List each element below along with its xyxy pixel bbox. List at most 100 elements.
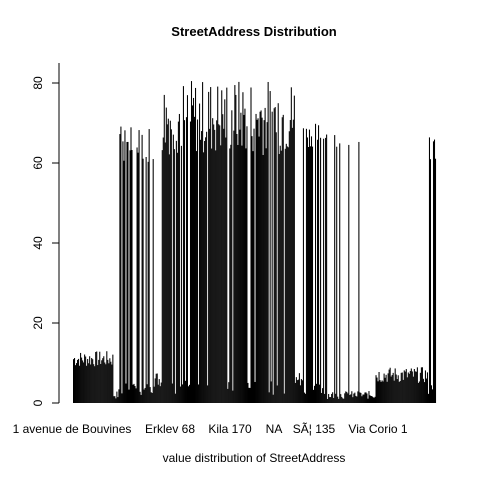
bar: [410, 368, 412, 403]
bar: [340, 394, 342, 403]
bar: [216, 120, 218, 403]
bar: [101, 360, 103, 403]
chart-title: StreetAddress Distribution: [171, 24, 336, 39]
bar: [349, 394, 351, 403]
bar: [81, 357, 83, 403]
bar: [418, 381, 420, 403]
x-tick-label: 1 avenue de Bouvines: [13, 422, 132, 436]
bar: [92, 359, 94, 403]
bar: [303, 392, 305, 403]
bar: [112, 354, 114, 403]
bar: [281, 117, 283, 403]
bar: [142, 158, 144, 403]
bar: [78, 358, 80, 403]
bar: [147, 161, 149, 403]
bar: [119, 134, 121, 403]
bar: [261, 117, 263, 403]
bar-series: [73, 81, 437, 404]
bar: [256, 119, 258, 403]
bar: [174, 393, 176, 403]
bar: [143, 389, 145, 403]
bar: [283, 393, 285, 403]
bar: [371, 396, 373, 403]
bar: [90, 364, 92, 403]
bar: [275, 132, 277, 404]
bar: [353, 393, 355, 403]
x-tick-label: Erklev 68: [145, 422, 195, 436]
bar: [265, 148, 267, 403]
bar: [338, 398, 340, 403]
bar: [133, 383, 135, 403]
bar: [210, 87, 212, 404]
bar: [126, 141, 128, 403]
bar: [231, 110, 233, 403]
bar: [240, 112, 242, 404]
bar: [320, 137, 322, 404]
bar: [426, 372, 428, 403]
bar: [95, 351, 97, 403]
bar: [82, 360, 84, 403]
bar: [154, 378, 156, 403]
bar: [268, 392, 270, 403]
bar: [411, 371, 413, 403]
bar: [345, 391, 347, 403]
bar: [322, 388, 324, 403]
x-tick-label: Kila 170: [208, 422, 252, 436]
bar: [157, 384, 159, 403]
bar: [300, 379, 302, 403]
bar: [156, 373, 158, 403]
bar: [110, 361, 112, 403]
bar: [387, 373, 389, 403]
bar: [105, 364, 107, 403]
bar: [197, 119, 199, 403]
bar: [91, 358, 93, 403]
bar: [103, 356, 105, 403]
bar: [402, 379, 404, 403]
bar: [254, 381, 256, 403]
bar: [158, 379, 160, 403]
bar: [124, 130, 126, 403]
bar: [73, 359, 75, 403]
bar: [313, 385, 316, 403]
bar: [312, 389, 315, 403]
bar: [188, 384, 191, 403]
bar: [164, 142, 166, 404]
bar: [342, 398, 344, 403]
bar: [413, 369, 415, 403]
bar: [433, 139, 436, 404]
bar: [184, 380, 186, 403]
bar: [428, 137, 430, 403]
bar: [406, 377, 408, 403]
bar: [350, 394, 352, 403]
bar: [218, 124, 220, 403]
bar: [333, 397, 335, 403]
bar: [308, 129, 311, 403]
bar: [384, 377, 386, 403]
bar: [356, 396, 358, 403]
bar: [366, 393, 368, 403]
bar: [166, 124, 168, 403]
bar: [369, 395, 371, 403]
bar: [301, 380, 303, 403]
bar: [220, 145, 222, 403]
bar: [295, 377, 297, 403]
bar: [434, 158, 437, 403]
bar: [89, 356, 91, 403]
bar: [248, 387, 250, 403]
bar: [259, 111, 261, 403]
bar: [306, 137, 308, 403]
bar: [264, 107, 266, 403]
bar: [76, 363, 78, 403]
bar: [100, 363, 102, 403]
bar: [178, 113, 180, 403]
bar: [341, 396, 343, 403]
bar: [421, 367, 423, 403]
bar: [155, 373, 157, 403]
bar: [355, 395, 357, 403]
bar: [249, 387, 251, 403]
bar: [196, 151, 198, 403]
bar: [359, 392, 361, 403]
bar: [131, 150, 133, 403]
bar: [319, 384, 321, 403]
bar: [360, 392, 362, 403]
